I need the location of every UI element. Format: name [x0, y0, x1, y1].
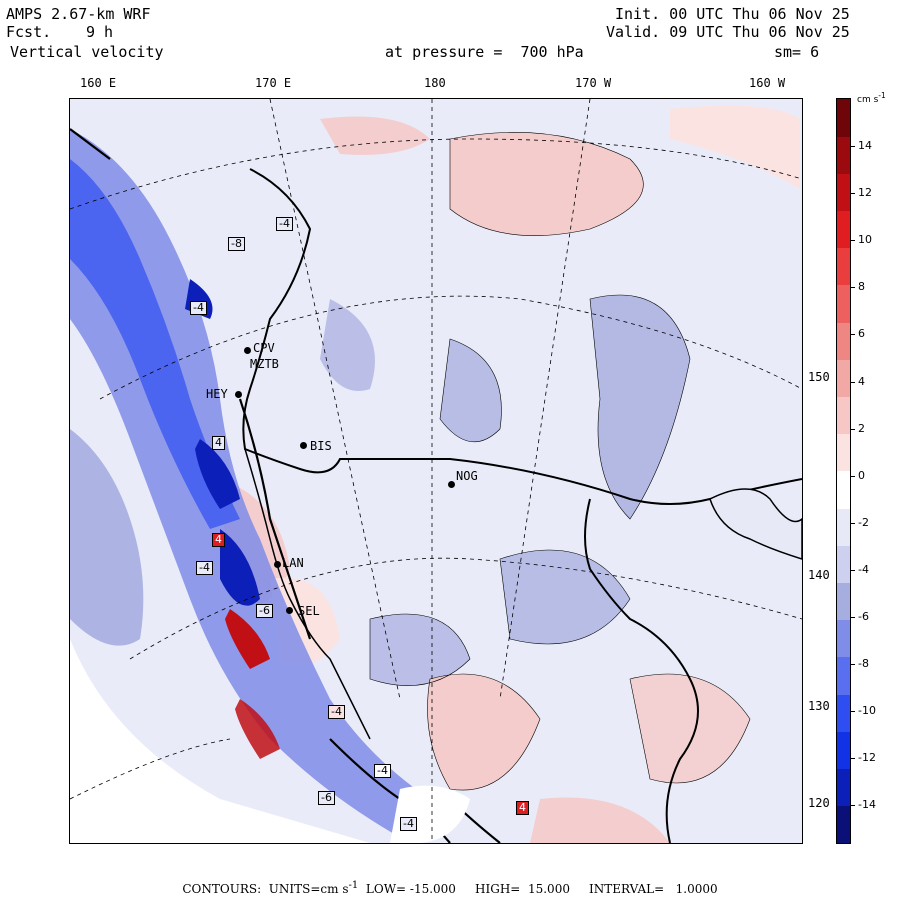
station-dot-bis — [300, 442, 307, 449]
contour-label-box: 4 — [212, 533, 225, 547]
station-label-lan: LAN — [282, 556, 304, 570]
colorbar-segment — [837, 657, 850, 695]
colorbar-segment — [837, 619, 850, 658]
footer-interval: INTERVAL= 1.0000 — [589, 882, 718, 896]
colorbar-tick-mark — [851, 664, 855, 666]
colorbar-tick-label: -12 — [858, 751, 876, 765]
colorbar — [836, 98, 851, 844]
contour-label-box: -6 — [256, 604, 273, 618]
colorbar-tick-mark — [851, 287, 855, 289]
lon-label-160w: 160 W — [749, 76, 786, 90]
colorbar-segment — [837, 694, 850, 732]
footer-low: LOW= -15.000 — [365, 882, 456, 896]
lon-label-160e: 160 E — [80, 76, 117, 90]
contour-label-box: -4 — [400, 817, 417, 831]
colorbar-tick-label: 10 — [858, 233, 872, 247]
station-label-cpv: CPV — [253, 341, 275, 355]
footer-units: UNITS=cm s-1 — [268, 880, 359, 896]
station-dot-nog — [448, 481, 455, 488]
colorbar-tick-label: -4 — [858, 562, 869, 576]
colorbar-tick-mark — [851, 475, 855, 477]
colorbar-segment — [837, 433, 850, 472]
colorbar-segment — [837, 136, 850, 174]
colorbar-tick-label: 2 — [858, 421, 865, 435]
contour-label-box: 4 — [516, 801, 529, 815]
map-graphic — [70, 99, 802, 843]
colorbar-tick-mark — [851, 193, 855, 195]
colorbar-tick-label: 12 — [858, 186, 872, 200]
contour-label-box: -4 — [196, 561, 213, 575]
lon-label-170w: 170 W — [575, 76, 612, 90]
station-dot-sel — [286, 607, 293, 614]
colorbar-segment — [837, 545, 850, 584]
contour-label-box: -6 — [318, 791, 335, 805]
colorbar-segment — [837, 285, 850, 323]
colorbar-tick-mark — [851, 711, 855, 713]
colorbar-tick-mark — [851, 428, 855, 430]
colorbar-tick-mark — [851, 146, 855, 147]
colorbar-segment — [837, 99, 850, 137]
valid-time: Valid. 09 UTC Thu 06 Nov 25 — [606, 23, 850, 41]
colorbar-tick-mark — [851, 569, 855, 571]
colorbar-tick-label: 6 — [858, 327, 865, 341]
colorbar-segment — [837, 359, 850, 398]
colorbar-tick-label: -8 — [858, 657, 869, 671]
contour-footer: CONTOURS: UNITS=cm s-1 LOW= -15.000 HIGH… — [0, 880, 900, 896]
colorbar-tick-mark — [851, 381, 855, 383]
colorbar-segment — [837, 173, 850, 212]
station-dot-hey — [235, 391, 242, 398]
footer-high: HIGH= 15.000 — [475, 882, 570, 896]
station-dot-cpv — [244, 347, 251, 354]
lon-label-180: 180 — [424, 76, 446, 90]
lon-label-170e: 170 E — [255, 76, 292, 90]
pressure-level: at pressure = 700 hPa — [385, 43, 584, 61]
station-label-nog: NOG — [456, 469, 478, 483]
contour-label-box: -4 — [190, 301, 207, 315]
station-label-mztb: MZTB — [250, 357, 279, 371]
footer-contours-label: CONTOURS: — [182, 882, 262, 896]
colorbar-tick-label: 14 — [858, 139, 872, 152]
station-label-hey: HEY — [206, 387, 228, 401]
colorbar-segment — [837, 396, 850, 435]
colorbar-segment — [837, 508, 850, 546]
colorbar-tick-mark — [851, 240, 855, 242]
colorbar-tick-label: -2 — [858, 515, 869, 529]
contour-label-box: -4 — [328, 705, 345, 719]
colorbar-segment — [837, 582, 850, 621]
init-time: Init. 00 UTC Thu 06 Nov 25 — [615, 5, 850, 23]
colorbar-unit: cm s-1 — [857, 91, 886, 105]
forecast-hour: 9 h — [86, 23, 114, 41]
colorbar-segment — [837, 322, 850, 360]
colorbar-tick-label: 0 — [858, 468, 865, 482]
vertical-velocity-map: CPV MZTB HEY BIS NOG LAN SEL -4 -8 -4 4 … — [69, 98, 803, 844]
colorbar-tick-mark — [851, 758, 855, 760]
contour-label-box: -4 — [276, 217, 293, 231]
colorbar-tick-mark — [851, 522, 855, 524]
colorbar-tick-label: -6 — [858, 610, 869, 623]
colorbar-tick-label: -10 — [858, 704, 876, 718]
colorbar-tick-mark — [851, 334, 855, 336]
colorbar-tick-label: -14 — [858, 798, 876, 812]
smoothing-value: sm= 6 — [774, 43, 820, 61]
station-label-sel: SEL — [298, 604, 320, 618]
forecast-label: Fcst. — [6, 23, 52, 41]
contour-label-box: -4 — [374, 764, 391, 778]
station-dot-lan — [274, 561, 281, 568]
colorbar-tick-label: 8 — [858, 280, 865, 294]
field-name: Vertical velocity — [10, 43, 164, 61]
colorbar-segment — [837, 731, 850, 770]
colorbar-tick-mark — [851, 805, 855, 807]
colorbar-segment — [837, 210, 850, 249]
colorbar-segment — [837, 247, 850, 286]
station-label-bis: BIS — [310, 439, 332, 453]
contour-label-box: -8 — [228, 237, 245, 251]
colorbar-segment — [837, 768, 850, 807]
colorbar-segment — [837, 805, 850, 844]
colorbar-tick-mark — [851, 617, 855, 618]
colorbar-tick-label: 4 — [858, 374, 865, 388]
colorbar-segment — [837, 471, 850, 509]
model-title: AMPS 2.67-km WRF — [6, 5, 151, 23]
contour-label-box: 4 — [212, 436, 225, 450]
